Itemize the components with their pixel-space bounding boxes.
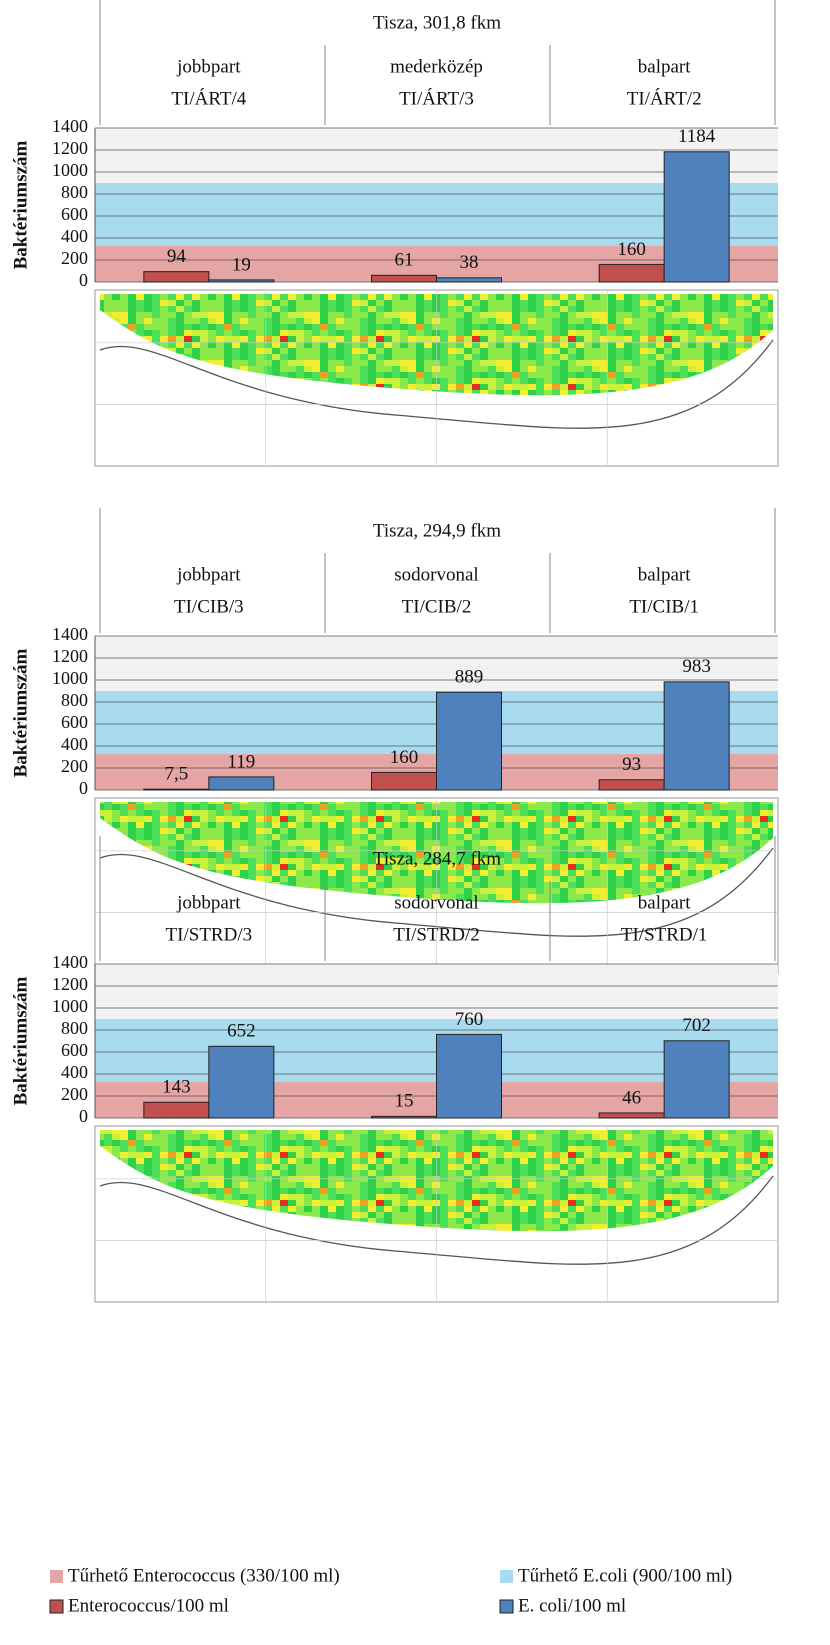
category-code: TI/ÁRT/4 <box>171 87 246 109</box>
y-tick-label: 200 <box>61 1084 88 1104</box>
category-label: sodorvonal <box>394 892 478 913</box>
category-label: balpart <box>638 892 691 913</box>
data-label: 46 <box>622 1087 641 1108</box>
bar <box>437 278 502 282</box>
data-label: 1184 <box>678 126 716 147</box>
y-tick-label: 0 <box>79 270 88 290</box>
y-axis-label: Baktériumszám <box>10 140 31 269</box>
bar <box>664 1041 729 1118</box>
bar <box>599 1113 664 1118</box>
category-label: jobbpart <box>176 56 241 77</box>
y-tick-label: 600 <box>61 204 88 224</box>
y-tick-label: 800 <box>61 1018 88 1038</box>
category-code: TI/STRD/3 <box>166 924 253 945</box>
bar <box>144 789 209 790</box>
panel-title: Tisza, 284,7 fkm <box>373 848 501 869</box>
category-label: jobbpart <box>176 892 241 913</box>
data-label: 983 <box>682 656 711 677</box>
data-label: 889 <box>455 667 484 688</box>
category-code: TI/STRD/1 <box>621 924 708 945</box>
legend-swatch <box>50 1570 63 1583</box>
y-tick-label: 800 <box>61 690 88 710</box>
bar <box>209 777 274 790</box>
data-label: 760 <box>455 1009 484 1030</box>
y-axis-label: Baktériumszám <box>10 648 31 777</box>
legend-label: Tűrhető E.coli (900/100 ml) <box>518 1565 732 1586</box>
data-label: 93 <box>622 754 641 775</box>
y-tick-label: 600 <box>61 1040 88 1060</box>
data-label: 119 <box>227 751 255 772</box>
data-label: 19 <box>232 254 251 275</box>
data-label: 7,5 <box>164 764 188 785</box>
category-code: TI/ÁRT/3 <box>399 87 474 109</box>
y-tick-label: 1400 <box>52 952 88 972</box>
bar <box>599 780 664 790</box>
y-tick-label: 1200 <box>52 646 88 666</box>
bar <box>437 1034 502 1118</box>
bar <box>437 692 502 790</box>
legend-label: Enterococcus/100 ml <box>68 1595 229 1616</box>
category-code: TI/STRD/2 <box>393 924 480 945</box>
y-tick-label: 400 <box>61 1062 88 1082</box>
data-label: 652 <box>227 1021 256 1042</box>
y-tick-label: 1000 <box>52 668 88 688</box>
y-tick-label: 1200 <box>52 974 88 994</box>
data-label: 160 <box>617 239 646 260</box>
bar <box>372 275 437 282</box>
bar <box>209 280 274 282</box>
bar <box>664 682 729 790</box>
y-tick-label: 1400 <box>52 116 88 136</box>
figure: Tisza, 301,8 fkm020040060080010001200140… <box>0 0 830 1645</box>
panel-title: Tisza, 301,8 fkm <box>373 12 501 33</box>
legend-label: E. coli/100 ml <box>518 1595 626 1616</box>
y-tick-label: 1400 <box>52 624 88 644</box>
y-tick-label: 400 <box>61 226 88 246</box>
panel-title: Tisza, 294,9 fkm <box>373 520 501 541</box>
data-label: 38 <box>460 252 479 273</box>
category-label: jobbpart <box>176 564 241 585</box>
category-code: TI/CIB/2 <box>402 596 472 617</box>
data-label: 94 <box>167 246 187 267</box>
bar <box>599 264 664 282</box>
legend-swatch <box>500 1600 513 1613</box>
y-tick-label: 400 <box>61 734 88 754</box>
data-label: 61 <box>395 250 414 271</box>
y-tick-label: 0 <box>79 1106 88 1126</box>
y-axis-label: Baktériumszám <box>10 976 31 1105</box>
data-label: 143 <box>162 1077 191 1098</box>
legend-label: Tűrhető Enterococcus (330/100 ml) <box>68 1565 340 1586</box>
y-tick-label: 200 <box>61 248 88 268</box>
bar <box>664 152 729 282</box>
category-code: TI/ÁRT/2 <box>627 87 702 109</box>
bar <box>144 272 209 282</box>
legend-swatch <box>50 1600 63 1613</box>
y-tick-label: 800 <box>61 182 88 202</box>
category-label: sodorvonal <box>394 564 478 585</box>
data-label: 702 <box>682 1015 711 1036</box>
category-code: TI/CIB/3 <box>174 596 244 617</box>
bar <box>144 1102 209 1118</box>
data-label: 160 <box>390 747 419 768</box>
legend-swatch <box>500 1570 513 1583</box>
y-tick-label: 1200 <box>52 138 88 158</box>
category-code: TI/CIB/1 <box>629 596 699 617</box>
bar <box>372 772 437 790</box>
data-label: 15 <box>395 1091 414 1112</box>
bar <box>209 1046 274 1118</box>
y-tick-label: 600 <box>61 712 88 732</box>
y-tick-label: 200 <box>61 756 88 776</box>
y-tick-label: 1000 <box>52 996 88 1016</box>
bar <box>372 1116 437 1118</box>
y-tick-label: 0 <box>79 778 88 798</box>
y-tick-label: 1000 <box>52 160 88 180</box>
category-label: balpart <box>638 564 691 585</box>
category-label: balpart <box>638 56 691 77</box>
category-label: mederközép <box>390 56 483 77</box>
